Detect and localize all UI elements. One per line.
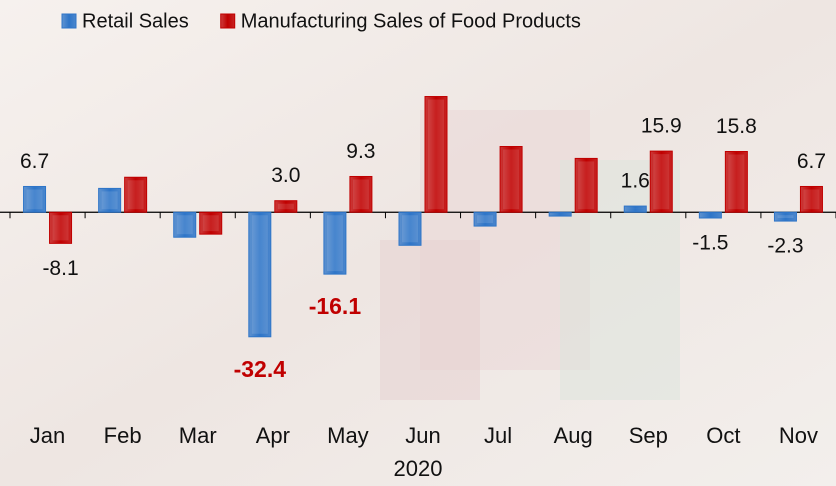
x-tick-label: Aug <box>554 423 593 448</box>
x-tick-label: Sep <box>629 423 668 448</box>
bar <box>624 206 646 212</box>
bar-bevel <box>353 179 369 209</box>
x-tick-label: Nov <box>779 423 818 448</box>
chart: 2020 Retail Sales Manufacturing Sales of … <box>0 0 836 486</box>
bar-bevel <box>428 100 444 210</box>
bar-bevel <box>278 204 294 210</box>
bar-bevel <box>578 161 594 209</box>
legend-swatch <box>221 14 235 28</box>
data-label: 15.9 <box>641 115 682 138</box>
bar-bevel <box>503 149 519 209</box>
bar-bevel <box>177 215 193 234</box>
x-tick-label: Jun <box>405 423 440 448</box>
bar-bevel <box>53 215 69 240</box>
data-label: 6.7 <box>20 150 49 173</box>
background-shape <box>380 240 480 400</box>
x-tick-label: Jan <box>30 423 65 448</box>
data-label: 9.3 <box>346 140 375 163</box>
data-label: -2.3 <box>767 235 803 258</box>
bar-bevel <box>777 215 793 218</box>
data-label: 6.7 <box>797 150 826 173</box>
bar <box>549 212 571 216</box>
x-tick-label: Oct <box>706 423 740 448</box>
legend-label: Manufacturing Sales of Food Products <box>241 10 581 32</box>
legend-label: Retail Sales <box>82 10 189 32</box>
bar-bevel <box>803 189 819 209</box>
bar-bevel <box>102 191 118 209</box>
bar-bevel <box>327 215 343 271</box>
bar-bevel <box>653 154 669 209</box>
x-tick-label: Jul <box>484 423 512 448</box>
x-axis-title: 2020 <box>394 456 443 481</box>
x-tick-label: May <box>327 423 369 448</box>
data-label: -16.1 <box>309 293 362 319</box>
bar-bevel <box>27 189 43 209</box>
data-label: 1.6 <box>621 170 650 193</box>
bar-bevel <box>252 215 268 334</box>
x-tick-label: Feb <box>104 423 142 448</box>
bar <box>699 212 721 218</box>
data-label: 3.0 <box>271 164 300 187</box>
x-tick-label: Apr <box>256 423 290 448</box>
data-label: 15.8 <box>716 115 757 138</box>
bar-bevel <box>728 154 744 209</box>
data-label: -8.1 <box>42 257 78 280</box>
bar-bevel <box>128 180 144 209</box>
bar-bevel <box>402 215 418 242</box>
bar-bevel <box>477 215 493 223</box>
legend-swatch <box>62 14 76 28</box>
x-tick-label: Mar <box>179 423 217 448</box>
data-label: -32.4 <box>234 356 287 382</box>
bar-bevel <box>203 215 219 231</box>
data-label: -1.5 <box>692 232 728 255</box>
page: 2020 Retail Sales Manufacturing Sales of … <box>0 0 836 486</box>
